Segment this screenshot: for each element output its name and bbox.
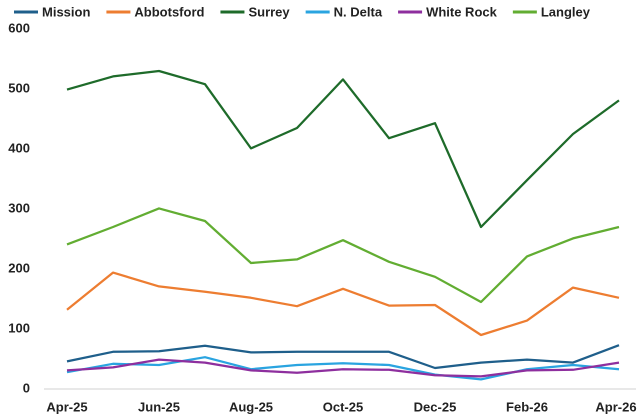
y-tick-label: 300: [8, 200, 30, 215]
series-line: [66, 207, 620, 304]
series-line: [66, 69, 620, 229]
series-line: [66, 271, 620, 337]
x-tick-label: Dec-25: [414, 399, 457, 414]
series-line: [66, 358, 620, 378]
legend-label: Mission: [42, 4, 90, 19]
legend-label: White Rock: [426, 4, 498, 19]
x-tick-label: Apr-25: [46, 399, 87, 414]
legend-label: N. Delta: [334, 4, 383, 19]
y-tick-label: 600: [8, 20, 30, 35]
legend-label: Surrey: [248, 4, 290, 19]
y-tick-label: 500: [8, 80, 30, 95]
series-line: [66, 356, 620, 381]
x-tick-label: Apr-26: [595, 399, 636, 414]
x-tick-label: Feb-26: [506, 399, 548, 414]
x-tick-label: Jun-25: [138, 399, 180, 414]
y-tick-label: 0: [23, 380, 30, 395]
y-tick-label: 400: [8, 140, 30, 155]
legend-label: Langley: [541, 4, 591, 19]
x-tick-label: Aug-25: [229, 399, 273, 414]
y-tick-label: 200: [8, 260, 30, 275]
legend-label: Abbotsford: [134, 4, 204, 19]
x-tick-label: Oct-25: [323, 399, 363, 414]
y-tick-label: 100: [8, 320, 30, 335]
series-line: [66, 344, 620, 370]
